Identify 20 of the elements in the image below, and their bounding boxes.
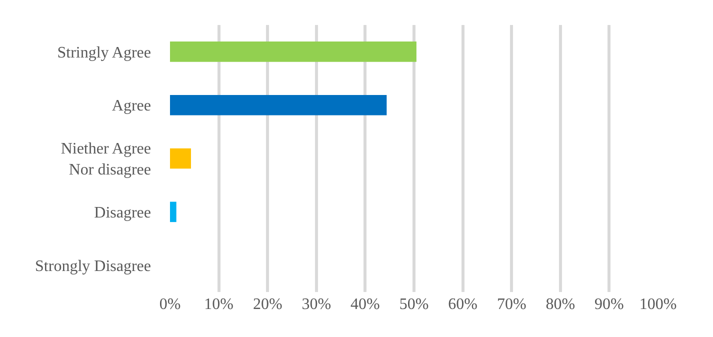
bar	[170, 148, 191, 169]
y-tick-label: Strongly Disagree	[35, 258, 151, 275]
y-tick-label: Stringly Agree	[57, 44, 151, 62]
x-tick-label: 20%	[252, 296, 282, 313]
x-tick-label: 30%	[302, 296, 332, 313]
x-tick-label: 60%	[448, 296, 478, 313]
x-tick-label: 70%	[496, 296, 526, 313]
y-tick-label: Disagree	[94, 204, 151, 222]
x-tick-label: 40%	[350, 296, 380, 313]
y-tick-label: Agree	[112, 98, 151, 115]
x-tick-label: 80%	[546, 296, 576, 313]
bar	[170, 202, 176, 222]
y-tick-label: Niether Agree Nor disagree	[60, 140, 151, 178]
x-tick-label: 90%	[594, 296, 624, 313]
x-tick-label: 50%	[399, 296, 429, 313]
x-tick-label: 100%	[639, 296, 677, 313]
bar	[170, 42, 416, 62]
bar	[170, 94, 387, 116]
x-tick-label: 10%	[204, 296, 234, 313]
x-tick-label: 0%	[159, 296, 181, 313]
